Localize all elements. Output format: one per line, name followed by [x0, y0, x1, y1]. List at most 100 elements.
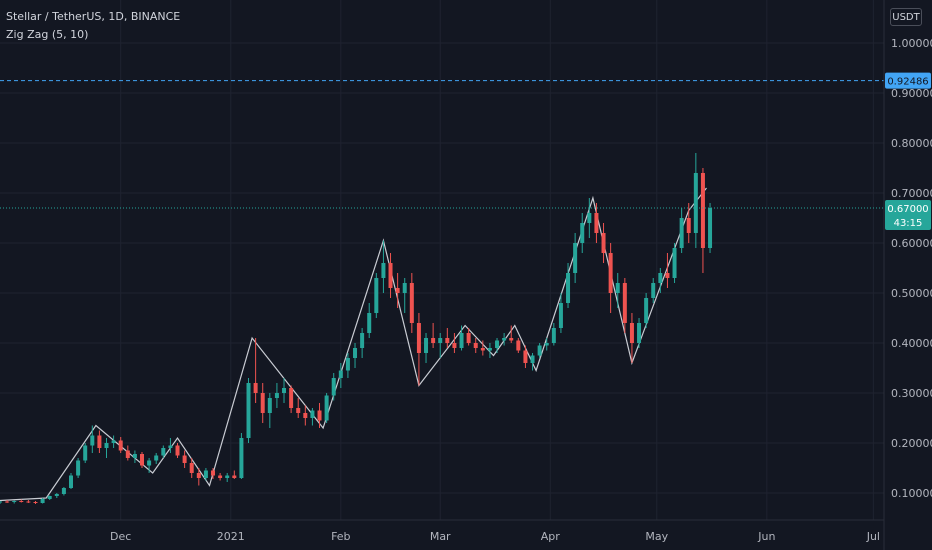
candle-body	[637, 323, 642, 343]
candle-body	[47, 496, 52, 499]
candle	[239, 433, 244, 479]
candle-body	[409, 283, 414, 323]
candle-body	[353, 348, 358, 358]
candle	[267, 393, 272, 428]
candle-body	[629, 323, 634, 343]
candle	[693, 153, 698, 248]
candle	[317, 403, 322, 428]
candle-body	[289, 388, 294, 408]
candle	[409, 273, 414, 333]
candle	[196, 468, 201, 486]
candle-body	[69, 475, 74, 488]
candle-body	[452, 343, 457, 348]
candle	[502, 333, 507, 346]
candle	[665, 253, 670, 288]
candle-body	[665, 273, 670, 278]
candle	[558, 293, 563, 333]
candle	[296, 398, 301, 418]
candle	[118, 437, 123, 453]
candle-body	[686, 218, 691, 233]
candle-body	[239, 438, 244, 478]
candle-body	[544, 343, 549, 346]
candle-body	[509, 338, 514, 341]
candle-body	[90, 435, 95, 446]
candle-body	[480, 348, 485, 351]
candle-body	[558, 303, 563, 328]
alert-level-label: 0.92486	[887, 77, 928, 88]
candle-body	[445, 338, 450, 343]
candle-body	[651, 283, 656, 298]
candle-body	[54, 494, 59, 496]
candle-body	[182, 455, 187, 463]
candle-body	[679, 218, 684, 248]
candle-body	[296, 408, 301, 413]
candle-body	[367, 313, 372, 333]
candle-body	[12, 501, 17, 502]
candle	[708, 203, 713, 253]
candle-body	[203, 470, 208, 478]
candle-body	[175, 445, 180, 456]
candle	[303, 405, 308, 426]
symbol-title[interactable]: Stellar / TetherUS, 1D, BINANCE	[6, 10, 181, 23]
candle	[211, 468, 216, 479]
candle-body	[708, 208, 713, 248]
indicator-label[interactable]: Zig Zag (5, 10)	[6, 28, 89, 41]
candle	[289, 385, 294, 413]
candle	[487, 343, 492, 358]
candle	[473, 338, 478, 353]
candle-body	[61, 488, 66, 494]
candle	[587, 198, 592, 238]
y-tick-label: 0.30000	[891, 387, 932, 400]
candle	[601, 223, 606, 263]
candle	[132, 450, 137, 463]
candle	[203, 468, 208, 481]
candle-body	[140, 454, 145, 466]
candle-body	[118, 440, 123, 451]
candle-body	[587, 213, 592, 223]
candle	[61, 487, 66, 496]
candle	[544, 338, 549, 351]
candle-body	[537, 345, 542, 356]
candle	[54, 493, 59, 498]
candle	[566, 263, 571, 308]
candle-body	[622, 283, 627, 323]
candle	[232, 470, 237, 479]
candle	[523, 345, 528, 368]
candle	[594, 203, 599, 243]
candle	[0, 501, 2, 504]
candle-body	[218, 475, 223, 478]
y-tick-label: 0.20000	[891, 437, 932, 450]
candle	[686, 203, 691, 243]
y-tick-label: 0.60000	[891, 237, 932, 250]
candle	[388, 253, 393, 298]
alert-level-badge	[885, 72, 931, 89]
x-tick-label: May	[645, 530, 668, 543]
candle-body	[246, 383, 251, 438]
candle-body	[331, 378, 336, 396]
candle-body	[26, 501, 31, 503]
candle	[629, 313, 634, 363]
candle	[253, 338, 258, 403]
candle-body	[111, 440, 116, 443]
candle-body	[345, 358, 350, 371]
candle-body	[573, 243, 578, 273]
candle	[189, 458, 194, 478]
currency-button[interactable]: USDT	[890, 8, 922, 26]
candle-body	[516, 340, 521, 351]
candle-body	[431, 338, 436, 343]
candle-body	[324, 395, 329, 421]
candle	[459, 325, 464, 351]
candle	[580, 213, 585, 253]
candle	[111, 435, 116, 448]
x-tick-label: Apr	[541, 530, 561, 543]
candle	[19, 499, 24, 503]
candle	[353, 343, 358, 368]
candle	[260, 383, 265, 423]
candle-body	[360, 333, 365, 348]
candle	[573, 233, 578, 283]
candle	[495, 338, 500, 353]
candle	[310, 408, 315, 426]
candle-body	[658, 273, 663, 283]
